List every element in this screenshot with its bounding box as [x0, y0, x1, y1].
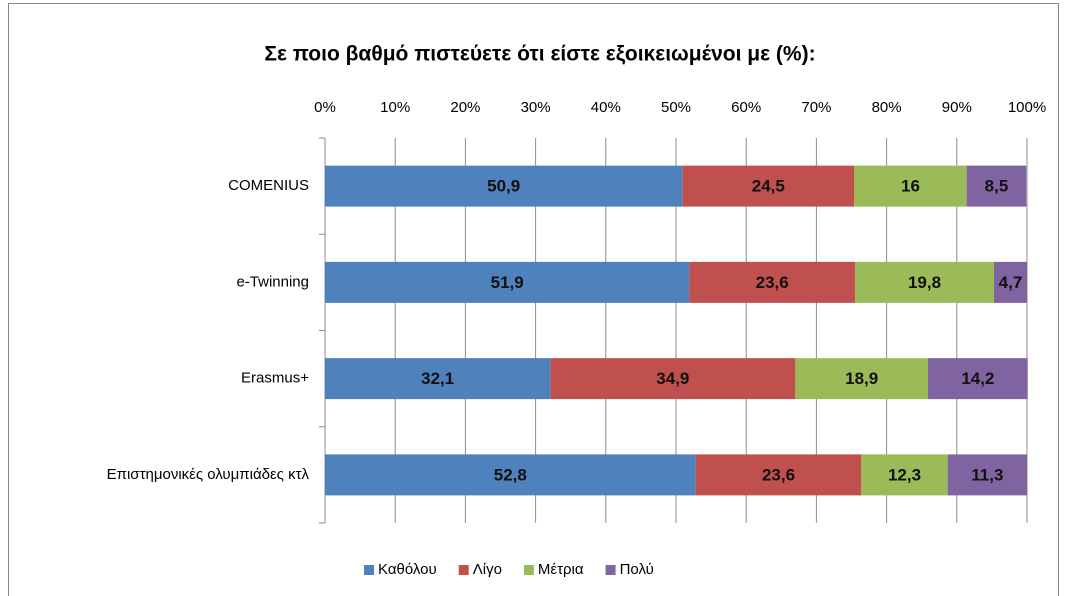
data-label: 11,3 — [971, 465, 1003, 484]
x-tick-label: 90% — [942, 99, 972, 116]
x-tick-label: 80% — [872, 99, 902, 116]
legend-label: Καθόλου — [378, 561, 437, 578]
y-tick-label: Επιστημονικές ολυμπιάδες κτλ — [107, 466, 310, 483]
data-label: 51,9 — [491, 273, 524, 292]
legend-label: Λίγο — [473, 561, 502, 578]
legend-swatch — [364, 565, 374, 575]
bar-segment — [682, 165, 855, 207]
chart-title: Σε ποιο βαθμό πιστεύετε ότι είστε εξοικε… — [264, 43, 815, 66]
legend-swatch — [523, 565, 534, 575]
data-label: 34,9 — [656, 369, 689, 388]
data-label: 19,8 — [908, 273, 941, 292]
data-label: 18,9 — [845, 369, 878, 388]
x-tick-label: 30% — [521, 99, 551, 116]
bar-segment — [928, 358, 1028, 400]
data-label: 50,9 — [487, 177, 520, 196]
legend-label: Πολύ — [620, 561, 654, 578]
data-label: 16 — [901, 177, 920, 196]
x-tick-label: 0% — [314, 99, 336, 116]
data-label: 24,5 — [752, 177, 785, 196]
data-label: 52,8 — [494, 465, 527, 484]
x-tick-label: 70% — [801, 99, 831, 116]
bar-segment — [325, 261, 690, 303]
bar-segment — [325, 358, 551, 400]
y-tick-label: COMENIUS — [228, 177, 309, 194]
data-label: 32,1 — [421, 369, 454, 388]
data-label: 14,2 — [961, 369, 994, 388]
bar-segment — [325, 454, 696, 496]
bar-segment — [966, 165, 1027, 207]
data-label: 23,6 — [762, 465, 795, 484]
y-tick-label: e-Twinning — [236, 273, 309, 290]
bar-segment — [861, 454, 948, 496]
bar-segment — [550, 358, 796, 400]
legend-swatch — [458, 565, 469, 575]
bar-segment — [855, 261, 995, 303]
bar-segment — [854, 165, 967, 207]
bar-segment — [695, 454, 862, 496]
data-label: 4,7 — [999, 273, 1023, 292]
data-label: 23,6 — [756, 273, 789, 292]
legend-swatch — [605, 565, 616, 575]
bar-segment — [325, 165, 683, 207]
bar-segment — [795, 358, 929, 400]
data-label: 8,5 — [985, 177, 1009, 196]
data-label: 12,3 — [888, 465, 921, 484]
x-tick-label: 100% — [1008, 99, 1046, 116]
x-tick-label: 50% — [661, 99, 691, 116]
bar-segment — [994, 261, 1027, 303]
y-tick-label: Erasmus+ — [241, 370, 309, 387]
x-tick-label: 60% — [731, 99, 761, 116]
bar-segment — [689, 261, 856, 303]
x-tick-label: 40% — [591, 99, 621, 116]
x-tick-label: 10% — [380, 99, 410, 116]
bar-segment — [947, 454, 1027, 496]
legend-label: Μέτρια — [538, 561, 584, 578]
x-tick-label: 20% — [450, 99, 480, 116]
